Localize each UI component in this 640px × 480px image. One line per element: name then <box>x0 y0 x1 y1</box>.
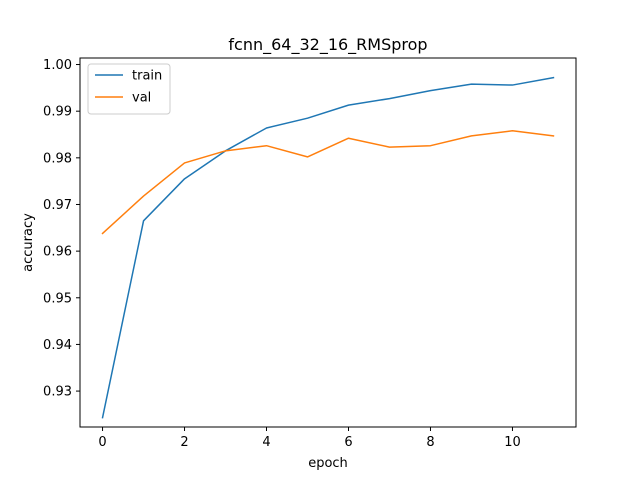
x-tick-label: 4 <box>262 435 270 450</box>
x-axis: 0 2 4 6 8 10 <box>98 427 521 450</box>
y-tick-label: 0.99 <box>43 105 72 120</box>
y-tick-label: 0.94 <box>43 338 72 353</box>
y-tick-label: 0.97 <box>43 198 72 213</box>
x-tick-label: 0 <box>98 435 106 450</box>
x-tick-label: 6 <box>344 435 352 450</box>
chart-title: fcnn_64_32_16_RMSprop <box>228 35 427 55</box>
legend-label-val: val <box>132 91 151 106</box>
y-axis-title: accuracy <box>21 213 36 272</box>
x-tick-label: 2 <box>180 435 188 450</box>
series-layer <box>101 76 555 419</box>
legend-frame <box>87 63 171 115</box>
y-tick-label: 0.98 <box>43 151 72 166</box>
y-tick-label: 0.93 <box>43 385 72 400</box>
x-axis-title: epoch <box>308 456 348 471</box>
legend-label-train: train <box>132 69 162 84</box>
y-tick-label: 1.00 <box>43 58 72 73</box>
y-tick-label: 0.96 <box>43 245 72 260</box>
y-axis: 0.93 0.94 0.95 0.96 0.97 0.98 0.99 1.00 <box>43 58 80 400</box>
x-tick-label: 8 <box>426 435 434 450</box>
plot-frame <box>79 57 577 428</box>
x-tick-label: 10 <box>504 435 521 450</box>
y-tick-label: 0.95 <box>43 291 72 306</box>
series-line-val <box>101 130 555 235</box>
legend: train val <box>87 63 171 115</box>
series-line-train <box>101 76 555 419</box>
